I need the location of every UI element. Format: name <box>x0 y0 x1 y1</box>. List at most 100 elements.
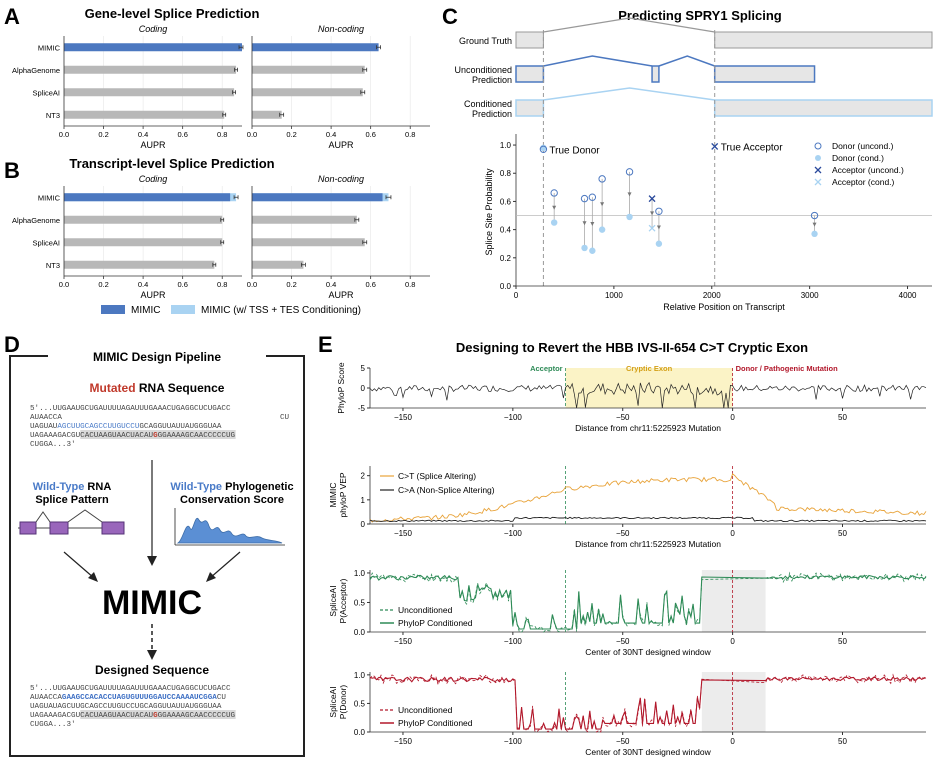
legend-label: Acceptor (cond.) <box>832 177 895 187</box>
conservation-density <box>176 517 283 544</box>
region-label-exon: Cryptic Exon <box>626 364 673 373</box>
panel-letter-c: C <box>442 4 458 29</box>
des-line-4: UAGAAAGACGUCACUAAGUAACUACAUGGGAAAAGCAACC… <box>30 712 236 720</box>
category-label: AlphaGenome <box>12 216 60 225</box>
x-tick-label: 0.8 <box>217 130 227 139</box>
y-axis-label: Splice Site Probability <box>484 168 494 256</box>
y-axis-label: SpliceAI <box>328 585 338 616</box>
y-tick-label: 1.0 <box>354 569 366 578</box>
point-donor-cond <box>589 247 596 254</box>
track-label: Conditioned <box>464 99 512 109</box>
panel-b-chart: Transcript-level Splice Prediction Coding… <box>12 156 430 300</box>
intron-arc <box>543 17 715 33</box>
x-tick-label: 0.0 <box>59 130 69 139</box>
category-label: SpliceAI <box>32 238 60 247</box>
pair-arrow <box>812 222 817 227</box>
panel-d-pipeline: MIMIC Design Pipeline Mutated RNA Sequenc… <box>9 350 305 757</box>
y-axis-label: P(Donor) <box>338 685 348 720</box>
y-tick-label: -5 <box>358 404 366 413</box>
panel-letter-d: D <box>4 332 20 357</box>
y-tick-label: 0.6 <box>500 197 512 206</box>
x-tick-label: −100 <box>504 637 523 646</box>
bar-mimic <box>252 193 383 202</box>
wt-phylo: Phylogenetic <box>222 481 294 493</box>
legend-label: C>T (Splice Altering) <box>398 471 476 481</box>
legend-label: Unconditioned <box>398 705 453 715</box>
seq-part: CACUAAGUAACUACAU <box>80 712 153 720</box>
exon-highlight <box>80 710 236 719</box>
wt-word: Wild-Type <box>170 481 222 493</box>
splice-arc <box>67 509 103 523</box>
region-label-acceptor: Acceptor <box>530 364 563 373</box>
bar-mimic <box>252 43 379 52</box>
panel-a-chart: Gene-level Splice Prediction Coding MIMIC A… <box>12 6 430 150</box>
x-tick-label: 3000 <box>801 291 819 300</box>
x-tick-label: −150 <box>394 637 413 646</box>
x-tick-label: 0.0 <box>247 280 257 289</box>
category-label: MIMIC <box>38 193 61 202</box>
x-axis-label: Distance from chr11:5225923 Mutation <box>575 423 721 433</box>
x-tick-label: 0 <box>514 291 519 300</box>
des-line-2: AUAACCAGAAGCCACACCUAGUGUUUGGAUCCAAAAUCGG… <box>30 694 226 702</box>
x-axis-label: AUPR <box>328 140 354 150</box>
intron-arc <box>543 87 715 101</box>
exon-box <box>713 65 816 83</box>
x-axis-label: Relative Position on Transcript <box>663 302 785 312</box>
track-label: Prediction <box>472 75 512 85</box>
x-tick-label: 0.2 <box>286 130 296 139</box>
pair-arrow <box>590 221 595 226</box>
arrow-head <box>147 556 157 566</box>
seq-part: CU <box>217 694 227 702</box>
x-tick-label: −150 <box>394 413 413 422</box>
arrow-head <box>147 650 157 660</box>
pair-arrow <box>552 205 557 210</box>
legend-label: C>A (Non-Splice Altering) <box>398 485 495 495</box>
y-tick-label: 0.0 <box>354 628 366 637</box>
pair-arrow <box>582 221 587 226</box>
x-tick-label: 50 <box>838 637 847 646</box>
seq-part: UAGAAAGACGU <box>30 712 81 720</box>
wt-rna: RNA <box>84 481 111 493</box>
panel-letter-a: A <box>4 4 20 29</box>
legend-label: Acceptor (uncond.) <box>832 165 904 175</box>
exon-box <box>515 99 545 117</box>
x-tick-label: 0.4 <box>138 130 148 139</box>
exon-box <box>651 65 660 83</box>
legend-label: PhyloP Conditioned <box>398 618 473 628</box>
exon-block <box>49 521 69 535</box>
bar-alphagenome <box>64 215 223 224</box>
x-tick-label: 0 <box>730 529 735 538</box>
x-tick-label: 0.6 <box>365 130 375 139</box>
y-tick-label: 0.5 <box>354 598 366 607</box>
x-tick-label: 0 <box>730 413 735 422</box>
x-axis-label: AUPR <box>140 290 166 300</box>
point-donor-uncond <box>810 211 819 220</box>
designed-heading: Designed Sequence <box>95 663 209 677</box>
bar-nt3 <box>64 260 215 269</box>
seq-part: UAGAAAGACGU <box>30 432 81 440</box>
bar-alphagenome <box>252 215 357 224</box>
x-tick-label: −150 <box>394 529 413 538</box>
exon-block <box>101 521 125 535</box>
subplot-title: Non-coding <box>318 24 364 34</box>
spliceai-phylop-conditioned <box>369 574 927 630</box>
seq-part: GCAGGUUAUUAUGGGUAA <box>139 423 221 431</box>
pair-arrow <box>627 192 632 197</box>
x-tick-label: 0.2 <box>98 130 108 139</box>
x-tick-label: −100 <box>504 413 523 422</box>
x-tick-label: 0.2 <box>98 280 108 289</box>
x-tick-label: 0.6 <box>365 280 375 289</box>
legend-label: PhyloP Conditioned <box>398 718 473 728</box>
vep-series-ca <box>369 516 927 523</box>
designed-insert: GAAGCCACACCUAGUGUUUGGAUCCAAAAUCGGA <box>62 694 217 702</box>
mutation-base: G <box>153 712 158 720</box>
category-label: MIMIC <box>38 43 61 52</box>
legend-marker <box>814 166 822 174</box>
x-axis-label: Distance from chr11:5225923 Mutation <box>575 539 721 549</box>
point-donor-uncond <box>580 194 589 203</box>
track-label: Ground Truth <box>459 36 512 46</box>
point-donor-cond <box>598 226 606 233</box>
des-line-1: 5'...UUGAAUGCUGAUUUUAGAUUUGAAACUGAGGCUCU… <box>30 685 231 693</box>
seq-part-blue: AGCUUGCAGCCUUGUCCU <box>57 423 139 431</box>
ab-legend: MIMIC MIMIC (w/ TSS + TES Conditioning) <box>101 305 361 316</box>
